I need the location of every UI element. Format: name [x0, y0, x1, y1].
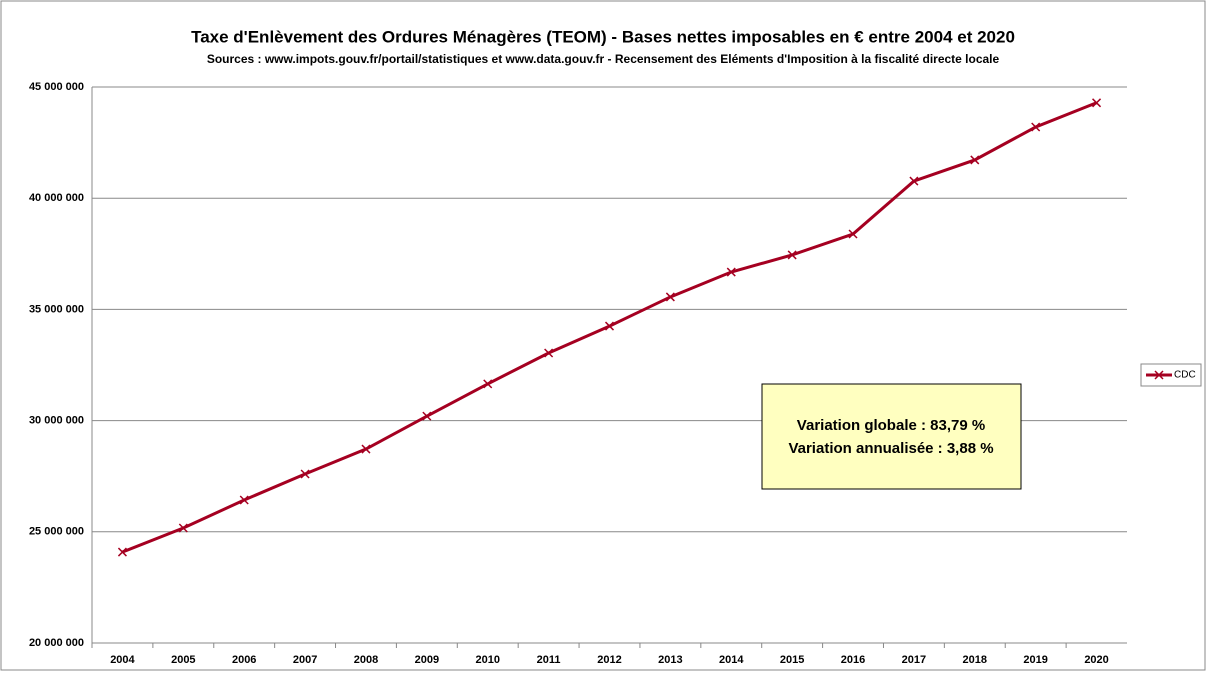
x-tick-label: 2009	[415, 654, 439, 666]
x-tick-label: 2006	[232, 654, 256, 666]
data-point	[178, 523, 188, 533]
data-point	[909, 176, 919, 186]
data-point	[604, 321, 615, 331]
data-point	[422, 411, 432, 421]
x-tick-label: 2018	[963, 654, 987, 666]
y-tick-label: 20 000 000	[29, 637, 84, 649]
data-point	[726, 267, 736, 277]
x-tick-label: 2014	[719, 654, 744, 666]
data-point	[239, 495, 249, 505]
x-tick-label: 2017	[902, 654, 926, 666]
x-tick-label: 2011	[537, 654, 561, 666]
x-tick-label: 2007	[293, 654, 317, 666]
x-tick-label: 2013	[658, 654, 682, 666]
y-tick-label: 35 000 000	[29, 303, 84, 315]
data-point	[483, 379, 493, 389]
legend-label: CDC	[1174, 370, 1196, 381]
x-tick-label: 2012	[597, 654, 621, 666]
data-point	[300, 469, 310, 479]
x-tick-label: 2008	[354, 654, 378, 666]
y-tick-label: 45 000 000	[29, 81, 84, 93]
x-tick-label: 2019	[1023, 654, 1047, 666]
data-point	[787, 250, 797, 260]
x-tick-label: 2020	[1084, 654, 1108, 666]
x-tick-label: 2005	[171, 654, 195, 666]
x-tick-label: 2015	[780, 654, 804, 666]
data-point	[1092, 98, 1102, 108]
chart-subtitle: Sources : www.impots.gouv.fr/portail/sta…	[207, 52, 1000, 66]
data-point	[544, 348, 554, 358]
legend-marker	[1154, 370, 1164, 380]
chart-title: Taxe d'Enlèvement des Ordures Ménagères …	[191, 27, 1015, 46]
x-tick-label: 2010	[475, 654, 499, 666]
y-tick-label: 25 000 000	[29, 526, 84, 538]
annotation: Variation globale : 83,79 %	[797, 417, 985, 434]
x-tick-label: 2016	[841, 654, 865, 666]
y-tick-label: 30 000 000	[29, 415, 84, 427]
data-point	[1031, 122, 1041, 132]
annotation: Variation annualisée : 3,88 %	[788, 440, 993, 457]
data-point	[361, 444, 371, 454]
data-point	[848, 229, 858, 239]
y-tick-label: 40 000 000	[29, 192, 84, 204]
data-point	[117, 547, 127, 557]
annotation-box	[761, 383, 1022, 490]
data-point	[665, 292, 675, 302]
data-point	[970, 155, 980, 165]
x-tick-label: 2004	[110, 654, 135, 666]
